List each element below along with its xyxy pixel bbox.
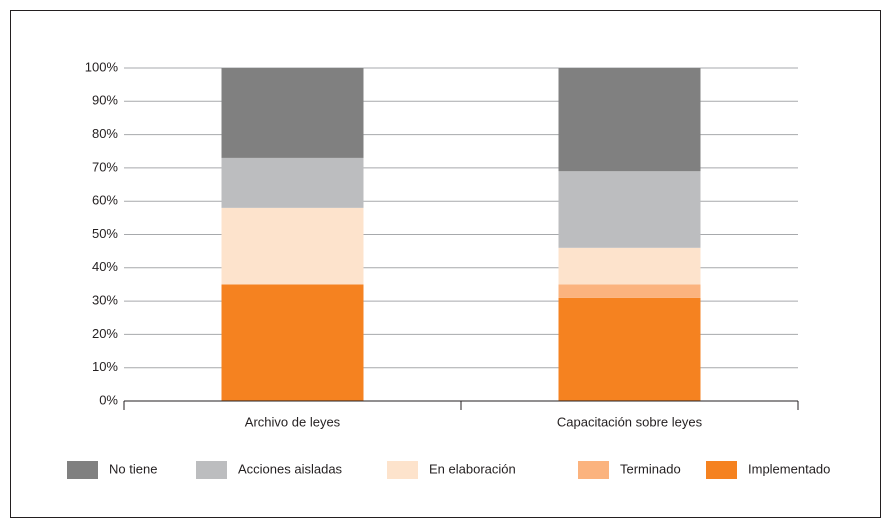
bar-segment <box>558 297 701 401</box>
legend-swatch <box>387 461 418 479</box>
legend-label: No tiene <box>109 461 157 476</box>
legend-swatch <box>706 461 737 479</box>
y-tick-label: 50% <box>92 226 118 241</box>
legend-label: Acciones aisladas <box>238 461 343 476</box>
bar-segment <box>558 247 701 285</box>
y-tick-label: 40% <box>92 259 118 274</box>
bar-segment <box>558 68 701 172</box>
y-tick-label: 20% <box>92 326 118 341</box>
bar-segment <box>558 284 701 298</box>
bar-segment <box>221 207 364 285</box>
bar-segment <box>221 68 364 158</box>
y-tick-label: 80% <box>92 126 118 141</box>
bar-segment <box>221 157 364 208</box>
legend-label: Terminado <box>620 461 681 476</box>
y-tick-label: 100% <box>85 59 119 74</box>
bar-segment <box>221 284 364 401</box>
y-tick-label: 60% <box>92 193 118 208</box>
y-tick-label: 30% <box>92 293 118 308</box>
legend-swatch <box>196 461 227 479</box>
bar-segment <box>558 171 701 248</box>
x-tick-label: Archivo de leyes <box>245 414 341 429</box>
y-tick-label: 90% <box>92 93 118 108</box>
legend-swatch <box>578 461 609 479</box>
legend-label: En elaboración <box>429 461 516 476</box>
y-tick-label: 10% <box>92 359 118 374</box>
legend-swatch <box>67 461 98 479</box>
legend-label: Implementado <box>748 461 830 476</box>
y-tick-label: 70% <box>92 159 118 174</box>
x-tick-label: Capacitación sobre leyes <box>557 414 703 429</box>
frame <box>10 10 881 518</box>
y-tick-label: 0% <box>99 392 118 407</box>
